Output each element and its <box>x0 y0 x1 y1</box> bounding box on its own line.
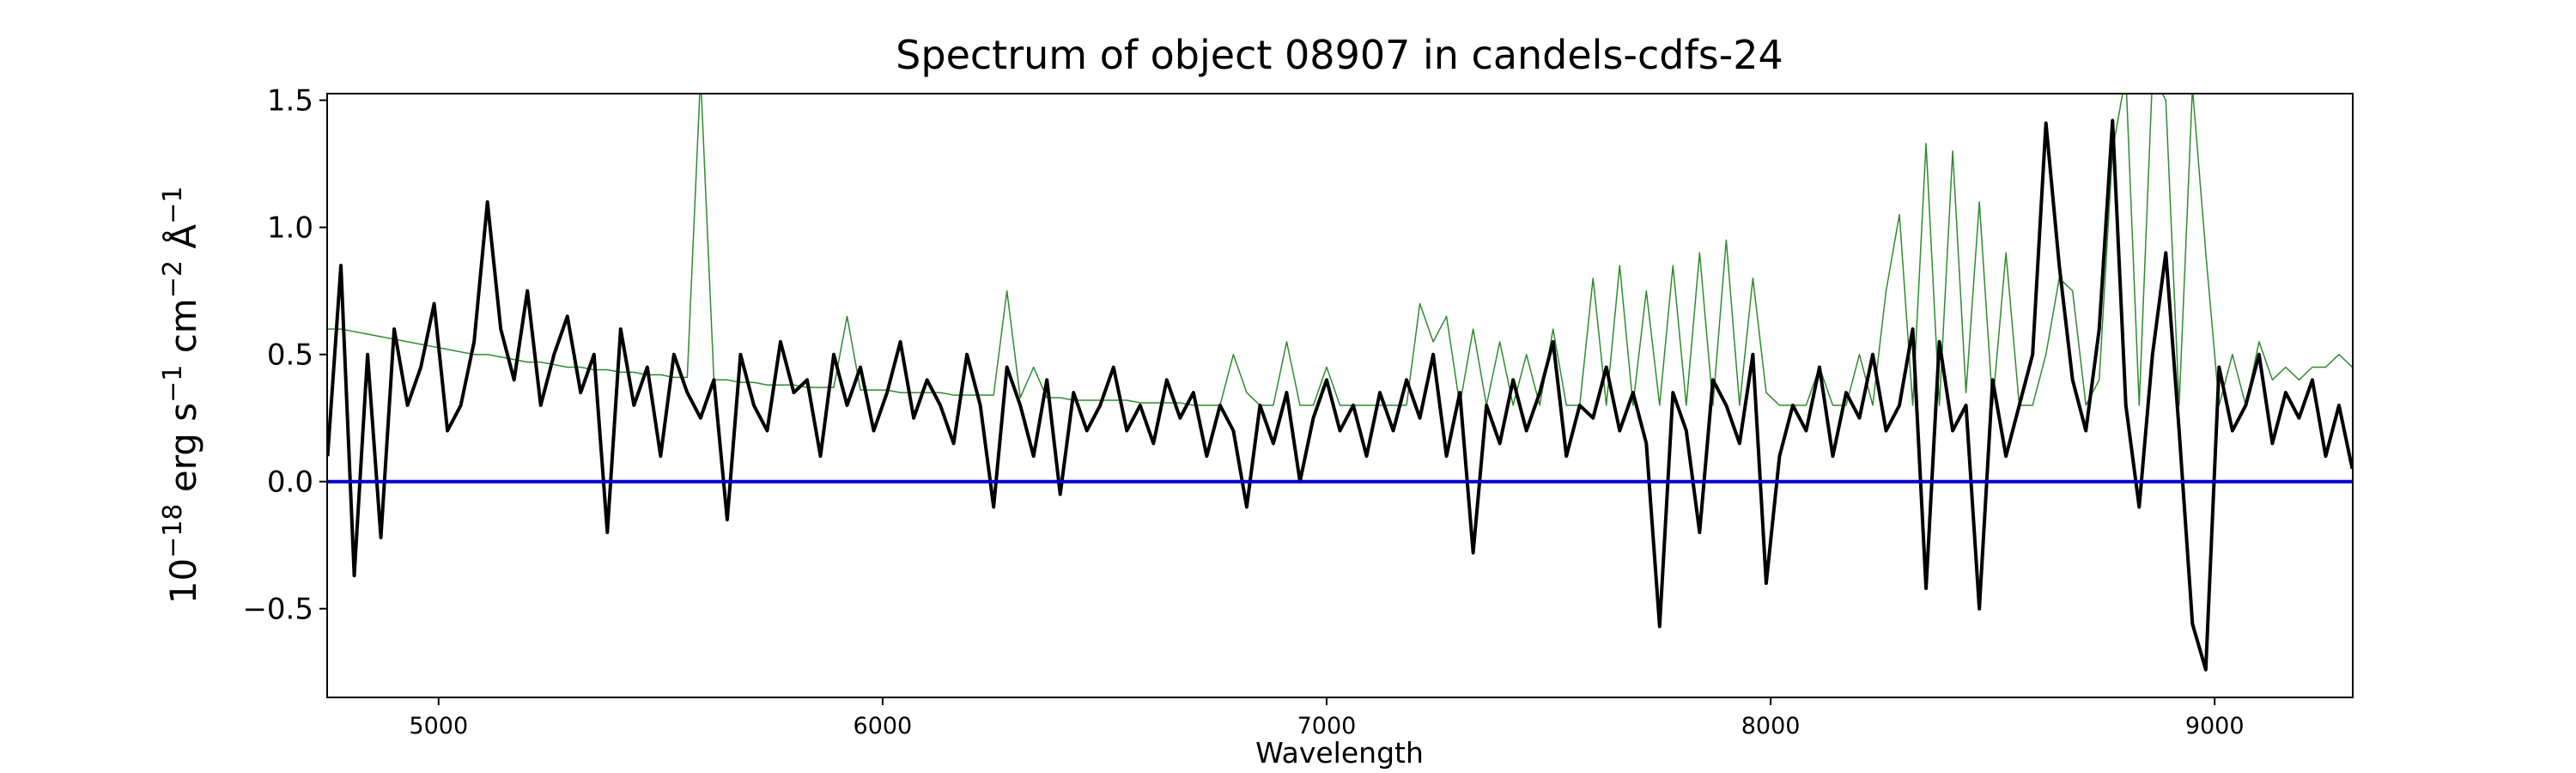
y-label-superscript: −18 <box>158 504 188 558</box>
y-label-part: erg s <box>162 403 204 504</box>
x-tick-label: 8000 <box>1741 713 1801 740</box>
plot-area <box>327 94 2353 672</box>
y-tick-label: −0.5 <box>242 593 313 627</box>
spectrum-line <box>327 119 2353 672</box>
chart-title: Spectrum of object 08907 in candels-cdfs… <box>896 32 1783 78</box>
plot-frame <box>326 93 2354 698</box>
y-label-superscript: −1 <box>158 365 188 403</box>
y-label-superscript: −2 <box>158 260 188 298</box>
x-tick-label: 7000 <box>1297 713 1357 740</box>
y-label-part: 10 <box>162 558 204 604</box>
y-label-superscript: −1 <box>158 186 188 224</box>
y-label-part: cm <box>162 298 204 364</box>
x-tick-label: 6000 <box>854 713 913 740</box>
x-axis-label: Wavelength <box>1255 736 1424 770</box>
y-tick-label: 0.0 <box>267 466 313 500</box>
x-tick-label: 5000 <box>409 713 468 740</box>
y-tick-label: 0.5 <box>267 338 313 373</box>
spectrum-line <box>327 94 2353 406</box>
y-tick-label: 1.5 <box>267 84 313 119</box>
x-tick-label: 9000 <box>2185 713 2245 740</box>
y-tick-label: 1.0 <box>267 211 313 246</box>
y-axis-label: 10−18 erg s−1 cm−2 Å−1 <box>158 186 205 605</box>
y-label-part: Å <box>161 224 204 260</box>
